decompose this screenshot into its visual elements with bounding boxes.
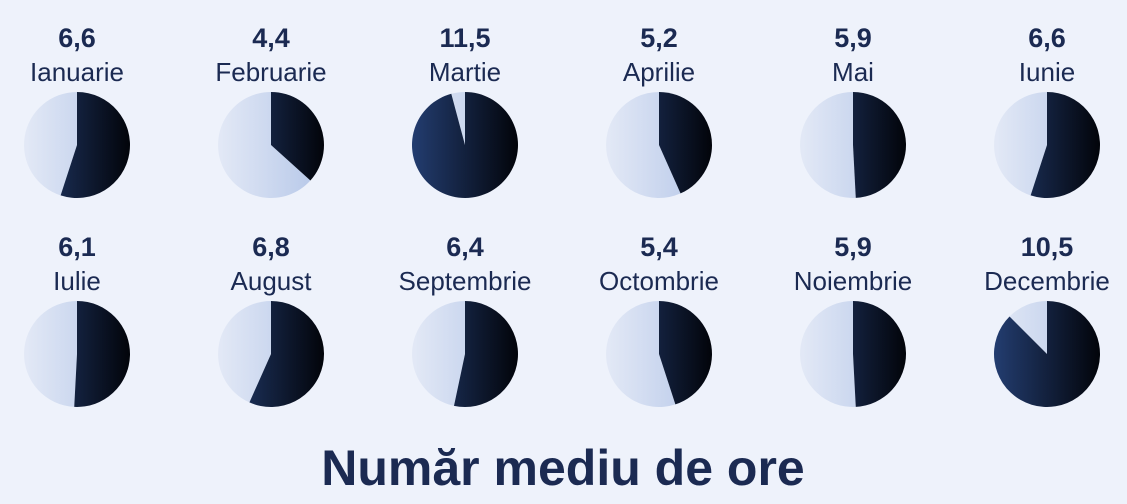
pie-remainder bbox=[24, 92, 77, 196]
pie-remainder bbox=[800, 92, 856, 199]
category-label: Iunie bbox=[1019, 57, 1075, 87]
category-label: Februarie bbox=[215, 57, 326, 87]
value-label: 10,5 bbox=[1021, 232, 1074, 262]
pie-remainder bbox=[218, 92, 311, 198]
pie-slice bbox=[411, 92, 518, 199]
value-label: 5,9 bbox=[834, 23, 872, 53]
pie-remainder bbox=[23, 301, 77, 407]
category-label: August bbox=[231, 266, 313, 296]
category-label: Aprilie bbox=[623, 57, 695, 87]
value-label: 5,2 bbox=[640, 23, 678, 53]
pie-remainder bbox=[606, 92, 681, 198]
category-label: Septembrie bbox=[399, 266, 532, 296]
category-label: Octombrie bbox=[599, 266, 719, 296]
pie-slice bbox=[853, 301, 906, 407]
pie-slice bbox=[1030, 92, 1100, 199]
value-label: 5,4 bbox=[640, 232, 678, 262]
value-label: 6,4 bbox=[446, 232, 484, 262]
pie-remainder bbox=[1009, 301, 1047, 354]
pie-slice bbox=[853, 92, 906, 198]
value-label: 6,6 bbox=[58, 23, 96, 53]
pie-remainder bbox=[800, 301, 856, 407]
pie-slice bbox=[659, 92, 713, 194]
category-label: Martie bbox=[429, 57, 501, 87]
category-label: Ianuarie bbox=[30, 57, 124, 87]
pie-slice bbox=[60, 92, 131, 198]
value-label: 6,8 bbox=[252, 232, 290, 262]
category-label: Mai bbox=[832, 57, 874, 87]
category-label: Decembrie bbox=[984, 266, 1110, 296]
pie-slice bbox=[453, 301, 519, 408]
chart-title: Număr mediu de ore bbox=[321, 440, 804, 496]
value-label: 6,1 bbox=[58, 232, 96, 262]
pie-remainder bbox=[606, 301, 676, 407]
pie-slice bbox=[249, 301, 325, 407]
pie-slice bbox=[271, 92, 325, 181]
pie-slice bbox=[994, 301, 1100, 407]
pie-remainder bbox=[993, 92, 1047, 196]
pie-remainder bbox=[218, 301, 271, 403]
pie-remainder bbox=[412, 301, 465, 406]
pie-slice bbox=[74, 301, 130, 407]
value-label: 5,9 bbox=[834, 232, 872, 262]
pie-remainder bbox=[451, 92, 465, 145]
value-label: 4,4 bbox=[252, 23, 290, 53]
category-label: Noiembrie bbox=[794, 266, 913, 296]
category-label: Iulie bbox=[53, 266, 101, 296]
value-label: 11,5 bbox=[439, 23, 490, 53]
value-label: 6,6 bbox=[1028, 23, 1066, 53]
pie-slice bbox=[659, 301, 712, 405]
